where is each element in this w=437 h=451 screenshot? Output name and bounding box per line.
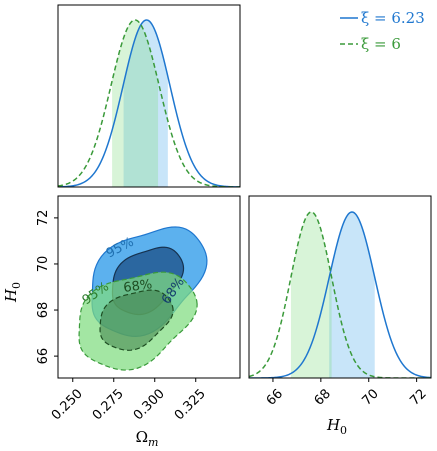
h0-68-band-green bbox=[290, 212, 332, 378]
omega-m-x-ticks: 0.250 0.275 0.300 0.325 bbox=[49, 378, 209, 423]
h0-y-tick-label: 66 bbox=[36, 348, 51, 365]
h0-curve-blue bbox=[249, 211, 431, 378]
h0-x-tick-label: 66 bbox=[264, 386, 286, 408]
omega-m-68-band-blue bbox=[123, 20, 168, 187]
h0-68-band-blue bbox=[329, 212, 375, 378]
omega-m-x-tick-label: 0.275 bbox=[90, 386, 127, 423]
omega-m-axis-label: Ωm bbox=[136, 428, 159, 449]
h0-x-axis-label: H0 bbox=[326, 416, 347, 437]
joint-contour-frame bbox=[57, 195, 241, 379]
marginal-omega-m-panel bbox=[57, 4, 241, 188]
omega-m-curve-blue bbox=[58, 19, 240, 187]
h0-y-tick-label: 68 bbox=[36, 302, 51, 319]
contour-label-68-green: 68% bbox=[122, 277, 153, 296]
omega-m-x-tick-label: 0.325 bbox=[172, 386, 209, 423]
joint-contour-panel: 95% 68% 95% 68% 0.250 0.275 0.300 0.325 666… bbox=[2, 195, 241, 449]
h0-x-ticks: 66 68 70 72 bbox=[264, 378, 430, 409]
legend: ξ = 6.23 ξ = 6 bbox=[340, 9, 425, 53]
marginal-h0-frame bbox=[248, 195, 432, 379]
omega-m-x-tick-label: 0.250 bbox=[49, 386, 86, 423]
omega-m-68-band-green bbox=[112, 20, 159, 187]
h0-x-tick-label: 70 bbox=[359, 386, 381, 408]
marginal-omega-m-frame bbox=[57, 4, 241, 188]
h0-x-tick-label: 68 bbox=[312, 386, 334, 408]
legend-label-xi-6-23: ξ = 6.23 bbox=[361, 9, 425, 27]
h0-y-tick-label: 72 bbox=[36, 210, 51, 227]
h0-y-tick-label: 70 bbox=[36, 256, 51, 273]
h0-curve-green bbox=[249, 211, 431, 378]
omega-m-curve-green bbox=[58, 19, 240, 187]
omega-m-x-tick-label: 0.300 bbox=[131, 386, 168, 423]
marginal-h0-panel: 66 68 70 72 H0 bbox=[248, 195, 432, 437]
h0-y-axis-label: H0 bbox=[2, 282, 23, 303]
h0-x-tick-label: 72 bbox=[407, 386, 429, 408]
h0-y-ticks: 66 68 70 72 bbox=[36, 210, 58, 365]
contour-green-68 bbox=[99, 289, 174, 351]
legend-label-xi-6: ξ = 6 bbox=[361, 35, 401, 53]
